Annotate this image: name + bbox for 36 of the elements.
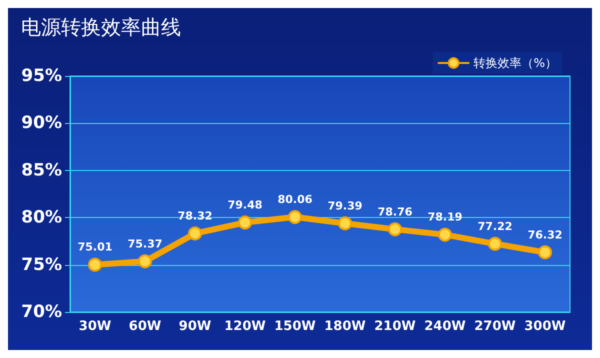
point (388, 222, 402, 236)
y-tick-label: 90% (21, 113, 62, 134)
data-label: 76.32 (528, 228, 562, 242)
x-tick-label: 210W (374, 319, 416, 334)
point (88, 258, 102, 272)
legend-label: 转换效率（%） (474, 56, 558, 70)
point (538, 245, 552, 260)
x-tick-label: 240W (424, 319, 466, 334)
chart-title: 电源转换效率曲线 (21, 15, 181, 39)
x-tick-label: 180W (324, 319, 366, 334)
point (188, 226, 202, 240)
data-label: 80.06 (278, 193, 313, 206)
point (288, 210, 302, 224)
point (488, 236, 502, 251)
x-tick-label: 90W (178, 319, 212, 334)
data-label: 79.39 (328, 199, 362, 212)
x-tick-label: 120W (224, 319, 266, 334)
x-tick-label: 300W (524, 319, 566, 334)
y-tick-label: 70% (21, 302, 62, 322)
data-label: 75.01 (78, 240, 112, 254)
data-label: 77.22 (478, 220, 512, 233)
x-tick-label: 270W (474, 319, 516, 334)
data-label: 78.76 (378, 205, 413, 218)
point (238, 216, 252, 230)
y-tick-label: 75% (21, 254, 62, 275)
data-label: 75.37 (128, 237, 162, 250)
point (338, 216, 352, 230)
point (138, 254, 152, 268)
point (438, 228, 452, 242)
data-label: 79.48 (228, 198, 262, 212)
y-tick-label: 95% (21, 66, 62, 86)
x-tick-label: 150W (274, 319, 316, 334)
y-tick-label: 80% (21, 208, 62, 228)
y-tick-label: 85% (21, 160, 62, 180)
x-tick-label: 60W (128, 319, 162, 334)
x-tick-label: 30W (78, 319, 112, 334)
